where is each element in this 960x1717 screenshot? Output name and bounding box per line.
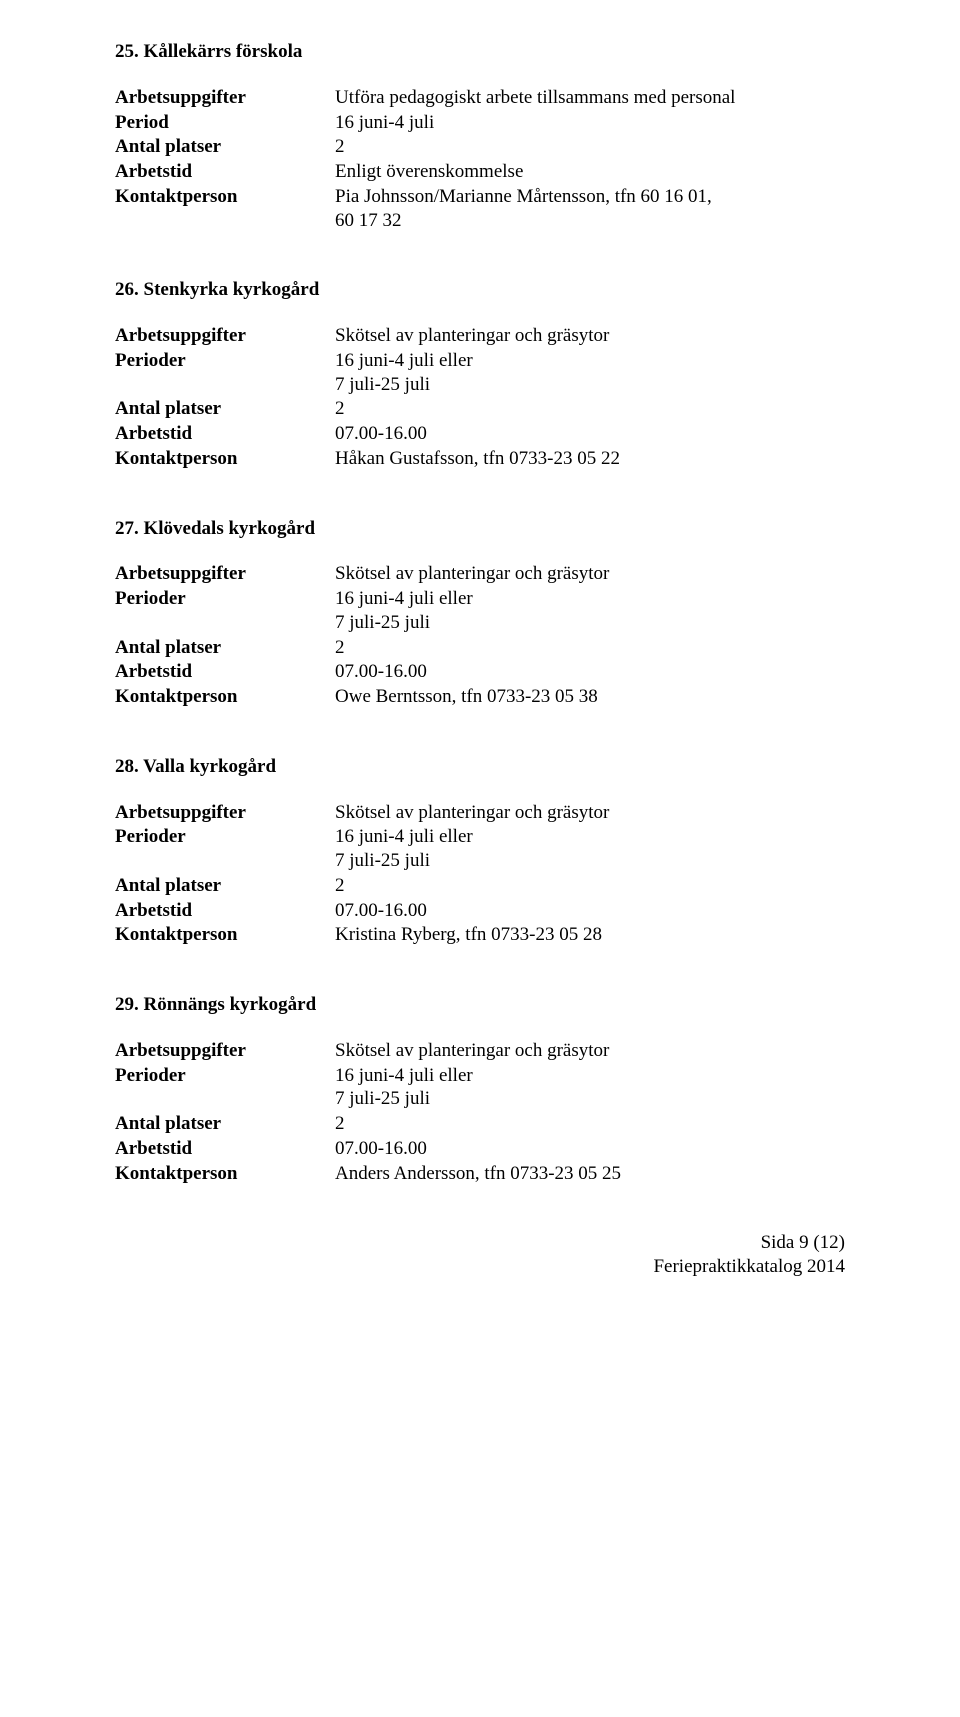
- section-title: 26. Stenkyrka kyrkogård: [115, 278, 845, 302]
- label-arbetstid: Arbetstid: [115, 899, 335, 923]
- label-arbetstid: Arbetstid: [115, 422, 335, 446]
- row-arbetstid: Arbetstid 07.00-16.00: [115, 660, 845, 684]
- value-kontaktperson: Anders Andersson, tfn 0733-23 05 25: [335, 1162, 845, 1186]
- label-arbetsuppgifter: Arbetsuppgifter: [115, 324, 335, 348]
- perioder-line2: 7 juli-25 juli: [335, 849, 845, 873]
- label-kontaktperson: Kontaktperson: [115, 185, 335, 209]
- label-antal-platser: Antal platser: [115, 135, 335, 159]
- label-perioder: Perioder: [115, 1064, 335, 1088]
- footer-page-number: Sida 9 (12): [115, 1231, 845, 1255]
- perioder-line2: 7 juli-25 juli: [335, 611, 845, 635]
- row-arbetstid: Arbetstid Enligt överenskommelse: [115, 160, 845, 184]
- perioder-line1: 16 juni-4 juli eller: [335, 825, 845, 849]
- value-kontaktperson: Kristina Ryberg, tfn 0733-23 05 28: [335, 923, 845, 947]
- perioder-line2: 7 juli-25 juli: [335, 1087, 845, 1111]
- row-arbetsuppgifter: Arbetsuppgifter Skötsel av planteringar …: [115, 1039, 845, 1063]
- row-arbetstid: Arbetstid 07.00-16.00: [115, 899, 845, 923]
- value-period: 16 juni-4 juli: [335, 111, 845, 135]
- section-title: 27. Klövedals kyrkogård: [115, 517, 845, 541]
- row-perioder: Perioder 16 juni-4 juli eller 7 juli-25 …: [115, 587, 845, 635]
- value-arbetsuppgifter: Skötsel av planteringar och gräsytor: [335, 801, 845, 825]
- row-arbetstid: Arbetstid 07.00-16.00: [115, 422, 845, 446]
- label-arbetsuppgifter: Arbetsuppgifter: [115, 801, 335, 825]
- row-antal-platser: Antal platser 2: [115, 636, 845, 660]
- label-kontaktperson: Kontaktperson: [115, 447, 335, 471]
- perioder-line1: 16 juni-4 juli eller: [335, 587, 845, 611]
- row-antal-platser: Antal platser 2: [115, 1112, 845, 1136]
- perioder-line2: 7 juli-25 juli: [335, 373, 845, 397]
- value-kontaktperson: Owe Berntsson, tfn 0733-23 05 38: [335, 685, 845, 709]
- section-29: 29. Rönnängs kyrkogård Arbetsuppgifter S…: [115, 993, 845, 1185]
- row-kontaktperson: Kontaktperson Owe Berntsson, tfn 0733-23…: [115, 685, 845, 709]
- value-antal-platser: 2: [335, 1112, 845, 1136]
- row-perioder: Perioder 16 juni-4 juli eller 7 juli-25 …: [115, 1064, 845, 1112]
- row-antal-platser: Antal platser 2: [115, 397, 845, 421]
- label-arbetsuppgifter: Arbetsuppgifter: [115, 1039, 335, 1063]
- value-arbetstid: 07.00-16.00: [335, 422, 845, 446]
- kontaktperson-line1: Pia Johnsson/Marianne Mårtensson, tfn 60…: [335, 185, 845, 209]
- value-arbetsuppgifter: Skötsel av planteringar och gräsytor: [335, 562, 845, 586]
- row-kontaktperson: Kontaktperson Håkan Gustafsson, tfn 0733…: [115, 447, 845, 471]
- row-arbetsuppgifter: Arbetsuppgifter Utföra pedagogiskt arbet…: [115, 86, 845, 110]
- label-kontaktperson: Kontaktperson: [115, 923, 335, 947]
- row-arbetsuppgifter: Arbetsuppgifter Skötsel av planteringar …: [115, 562, 845, 586]
- section-title: 28. Valla kyrkogård: [115, 755, 845, 779]
- label-perioder: Perioder: [115, 349, 335, 373]
- value-arbetstid: 07.00-16.00: [335, 660, 845, 684]
- value-perioder: 16 juni-4 juli eller 7 juli-25 juli: [335, 587, 845, 635]
- row-kontaktperson: Kontaktperson Anders Andersson, tfn 0733…: [115, 1162, 845, 1186]
- label-antal-platser: Antal platser: [115, 874, 335, 898]
- section-26: 26. Stenkyrka kyrkogård Arbetsuppgifter …: [115, 278, 845, 470]
- label-perioder: Perioder: [115, 587, 335, 611]
- value-perioder: 16 juni-4 juli eller 7 juli-25 juli: [335, 825, 845, 873]
- label-arbetstid: Arbetstid: [115, 1137, 335, 1161]
- row-antal-platser: Antal platser 2: [115, 135, 845, 159]
- label-arbetstid: Arbetstid: [115, 660, 335, 684]
- row-antal-platser: Antal platser 2: [115, 874, 845, 898]
- value-arbetstid: 07.00-16.00: [335, 1137, 845, 1161]
- value-kontaktperson: Håkan Gustafsson, tfn 0733-23 05 22: [335, 447, 845, 471]
- value-arbetstid: 07.00-16.00: [335, 899, 845, 923]
- section-title: 29. Rönnängs kyrkogård: [115, 993, 845, 1017]
- section-25: 25. Kållekärrs förskola Arbetsuppgifter …: [115, 40, 845, 232]
- perioder-line1: 16 juni-4 juli eller: [335, 1064, 845, 1088]
- row-kontaktperson: Kontaktperson Pia Johnsson/Marianne Mårt…: [115, 185, 845, 233]
- label-kontaktperson: Kontaktperson: [115, 685, 335, 709]
- section-27: 27. Klövedals kyrkogård Arbetsuppgifter …: [115, 517, 845, 709]
- row-perioder: Perioder 16 juni-4 juli eller 7 juli-25 …: [115, 349, 845, 397]
- page-footer: Sida 9 (12) Feriepraktikkatalog 2014: [115, 1231, 845, 1279]
- row-arbetsuppgifter: Arbetsuppgifter Skötsel av planteringar …: [115, 801, 845, 825]
- section-28: 28. Valla kyrkogård Arbetsuppgifter Sköt…: [115, 755, 845, 947]
- label-antal-platser: Antal platser: [115, 397, 335, 421]
- perioder-line1: 16 juni-4 juli eller: [335, 349, 845, 373]
- value-antal-platser: 2: [335, 135, 845, 159]
- label-arbetsuppgifter: Arbetsuppgifter: [115, 86, 335, 110]
- row-period: Period 16 juni-4 juli: [115, 111, 845, 135]
- label-period: Period: [115, 111, 335, 135]
- label-perioder: Perioder: [115, 825, 335, 849]
- value-arbetstid: Enligt överenskommelse: [335, 160, 845, 184]
- value-arbetsuppgifter: Skötsel av planteringar och gräsytor: [335, 1039, 845, 1063]
- kontaktperson-line2: 60 17 32: [335, 209, 845, 233]
- value-antal-platser: 2: [335, 636, 845, 660]
- value-antal-platser: 2: [335, 874, 845, 898]
- label-arbetsuppgifter: Arbetsuppgifter: [115, 562, 335, 586]
- label-antal-platser: Antal platser: [115, 1112, 335, 1136]
- label-arbetstid: Arbetstid: [115, 160, 335, 184]
- value-arbetsuppgifter: Skötsel av planteringar och gräsytor: [335, 324, 845, 348]
- row-perioder: Perioder 16 juni-4 juli eller 7 juli-25 …: [115, 825, 845, 873]
- label-antal-platser: Antal platser: [115, 636, 335, 660]
- row-arbetsuppgifter: Arbetsuppgifter Skötsel av planteringar …: [115, 324, 845, 348]
- value-arbetsuppgifter: Utföra pedagogiskt arbete tillsammans me…: [335, 86, 845, 110]
- value-antal-platser: 2: [335, 397, 845, 421]
- value-perioder: 16 juni-4 juli eller 7 juli-25 juli: [335, 349, 845, 397]
- row-arbetstid: Arbetstid 07.00-16.00: [115, 1137, 845, 1161]
- value-kontaktperson: Pia Johnsson/Marianne Mårtensson, tfn 60…: [335, 185, 845, 233]
- label-kontaktperson: Kontaktperson: [115, 1162, 335, 1186]
- footer-catalog-name: Feriepraktikkatalog 2014: [115, 1255, 845, 1279]
- section-title: 25. Kållekärrs förskola: [115, 40, 845, 64]
- value-perioder: 16 juni-4 juli eller 7 juli-25 juli: [335, 1064, 845, 1112]
- row-kontaktperson: Kontaktperson Kristina Ryberg, tfn 0733-…: [115, 923, 845, 947]
